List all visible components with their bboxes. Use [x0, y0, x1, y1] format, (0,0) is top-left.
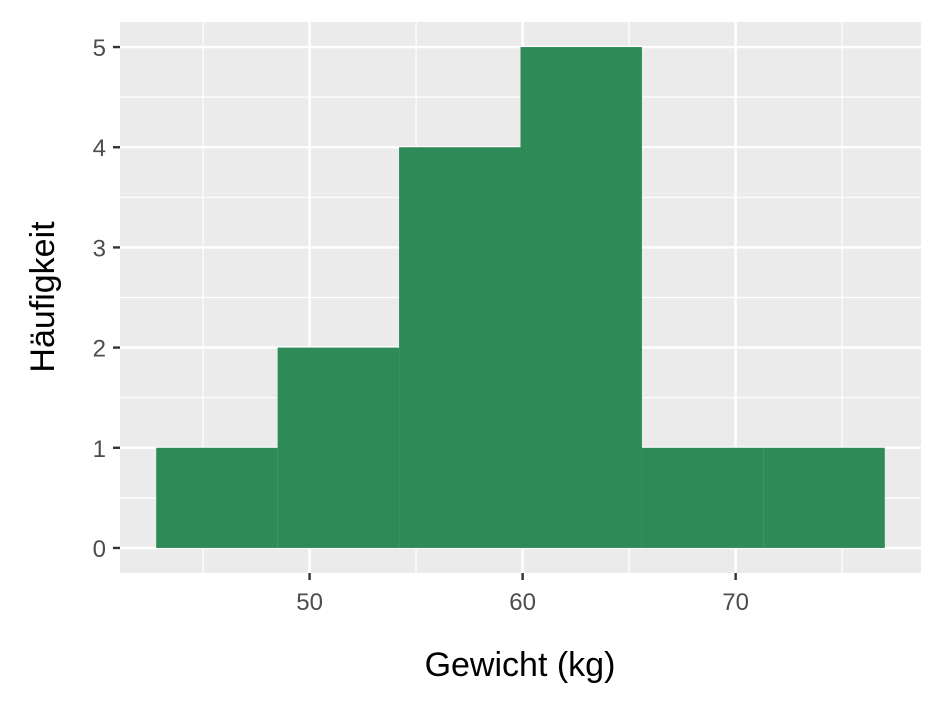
histogram-bar-4 — [520, 47, 642, 548]
histogram-bar-1 — [156, 447, 278, 548]
bars — [156, 47, 885, 548]
y-tick-label: 3 — [93, 235, 106, 262]
x-tick-label: 70 — [722, 589, 749, 616]
y-tick-label: 5 — [93, 35, 106, 62]
histogram-bar-3 — [399, 147, 521, 548]
histogram-bar-2 — [277, 347, 400, 548]
y-tick-label: 0 — [93, 536, 106, 563]
histogram-bar-5 — [641, 447, 764, 548]
y-axis-title: Häufigkeit — [24, 221, 62, 373]
y-axis: 0 1 2 3 4 5 — [93, 35, 120, 563]
y-tick-label: 1 — [93, 436, 106, 463]
y-tick-label: 2 — [93, 336, 106, 363]
x-axis: 50 60 70 — [296, 573, 749, 616]
x-tick-label: 50 — [296, 589, 323, 616]
x-axis-title: Gewicht (kg) — [425, 646, 616, 684]
x-tick-label: 60 — [509, 589, 536, 616]
histogram-bar-6 — [763, 447, 885, 548]
y-tick-label: 4 — [93, 135, 106, 162]
